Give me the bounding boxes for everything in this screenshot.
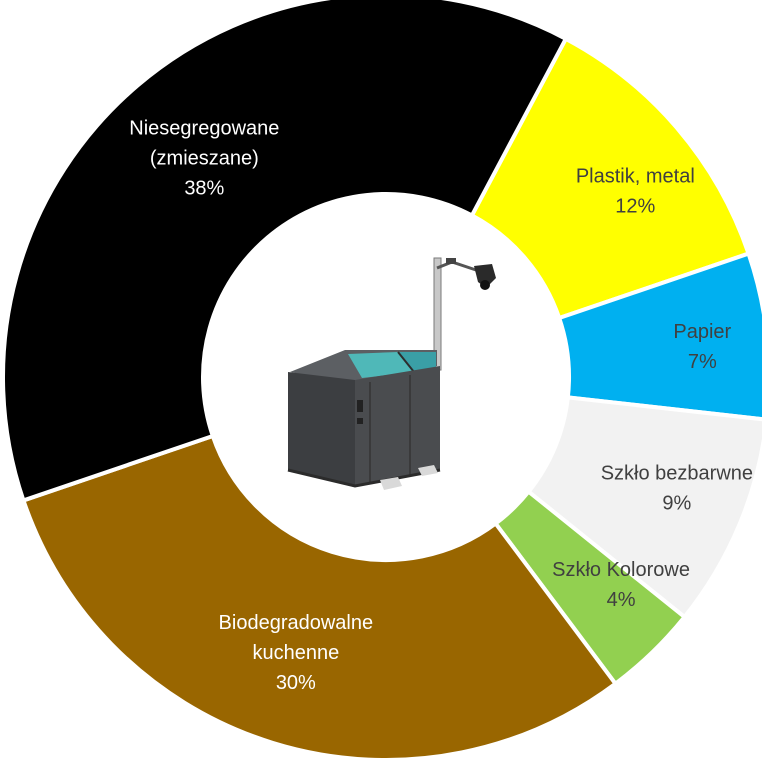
slice-label-line: Szkło bezbarwne <box>601 463 753 485</box>
slice-label-line: (zmieszane) <box>150 148 259 170</box>
slice-biodegradowalne <box>20 433 619 762</box>
slice-percent: 7% <box>688 351 717 373</box>
slice-label-biodegradowalne: Biodegradowalne kuchenne 30% <box>219 612 374 694</box>
slice-label-papier: Papier 7% <box>673 321 731 373</box>
waste-sorting-station-icon <box>287 257 496 490</box>
slice-percent: 30% <box>276 672 316 694</box>
slice-percent: 4% <box>607 589 636 611</box>
slice-label-line: Papier <box>673 321 731 343</box>
slice-labels: Plastik, metal 12% Papier 7% Szkło bezbarwne… <box>129 118 753 694</box>
slice-label-line: Niesegregowane <box>129 118 279 140</box>
slice-papier <box>556 251 762 422</box>
slice-label-szklo-kolorowe: Szkło Kolorowe 4% <box>552 559 690 611</box>
slice-label-line: Szkło Kolorowe <box>552 559 690 581</box>
slice-percent: 38% <box>184 178 224 200</box>
slice-percent: 12% <box>615 195 655 217</box>
slice-label-line: Biodegradowalne <box>219 612 374 634</box>
slice-label-line: kuchenne <box>252 642 339 664</box>
slice-label-plastik-metal: Plastik, metal 12% <box>576 165 695 217</box>
slice-niesegregowane <box>1 0 569 503</box>
slice-label-line: Plastik, metal <box>576 165 695 187</box>
slice-label-niesegregowane: Niesegregowane (zmieszane) 38% <box>129 118 279 200</box>
slice-plastik-metal <box>469 36 752 321</box>
slice-percent: 9% <box>662 493 691 515</box>
slice-label-szklo-bezbarwne: Szkło bezbarwne 9% <box>601 463 753 515</box>
